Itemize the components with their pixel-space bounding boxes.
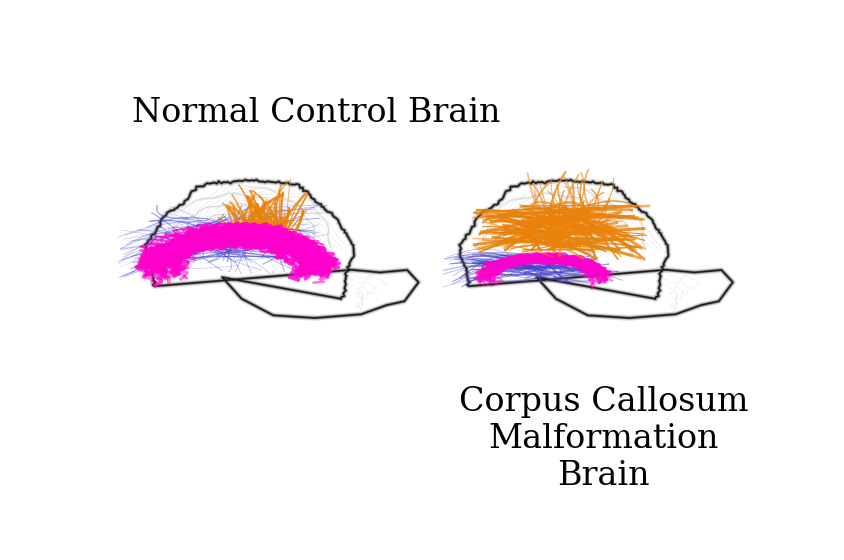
- Text: Corpus Callosum
Malformation
Brain: Corpus Callosum Malformation Brain: [458, 386, 747, 492]
- Polygon shape: [144, 180, 418, 318]
- Polygon shape: [458, 180, 732, 318]
- Text: Normal Control Brain: Normal Control Brain: [132, 97, 500, 129]
